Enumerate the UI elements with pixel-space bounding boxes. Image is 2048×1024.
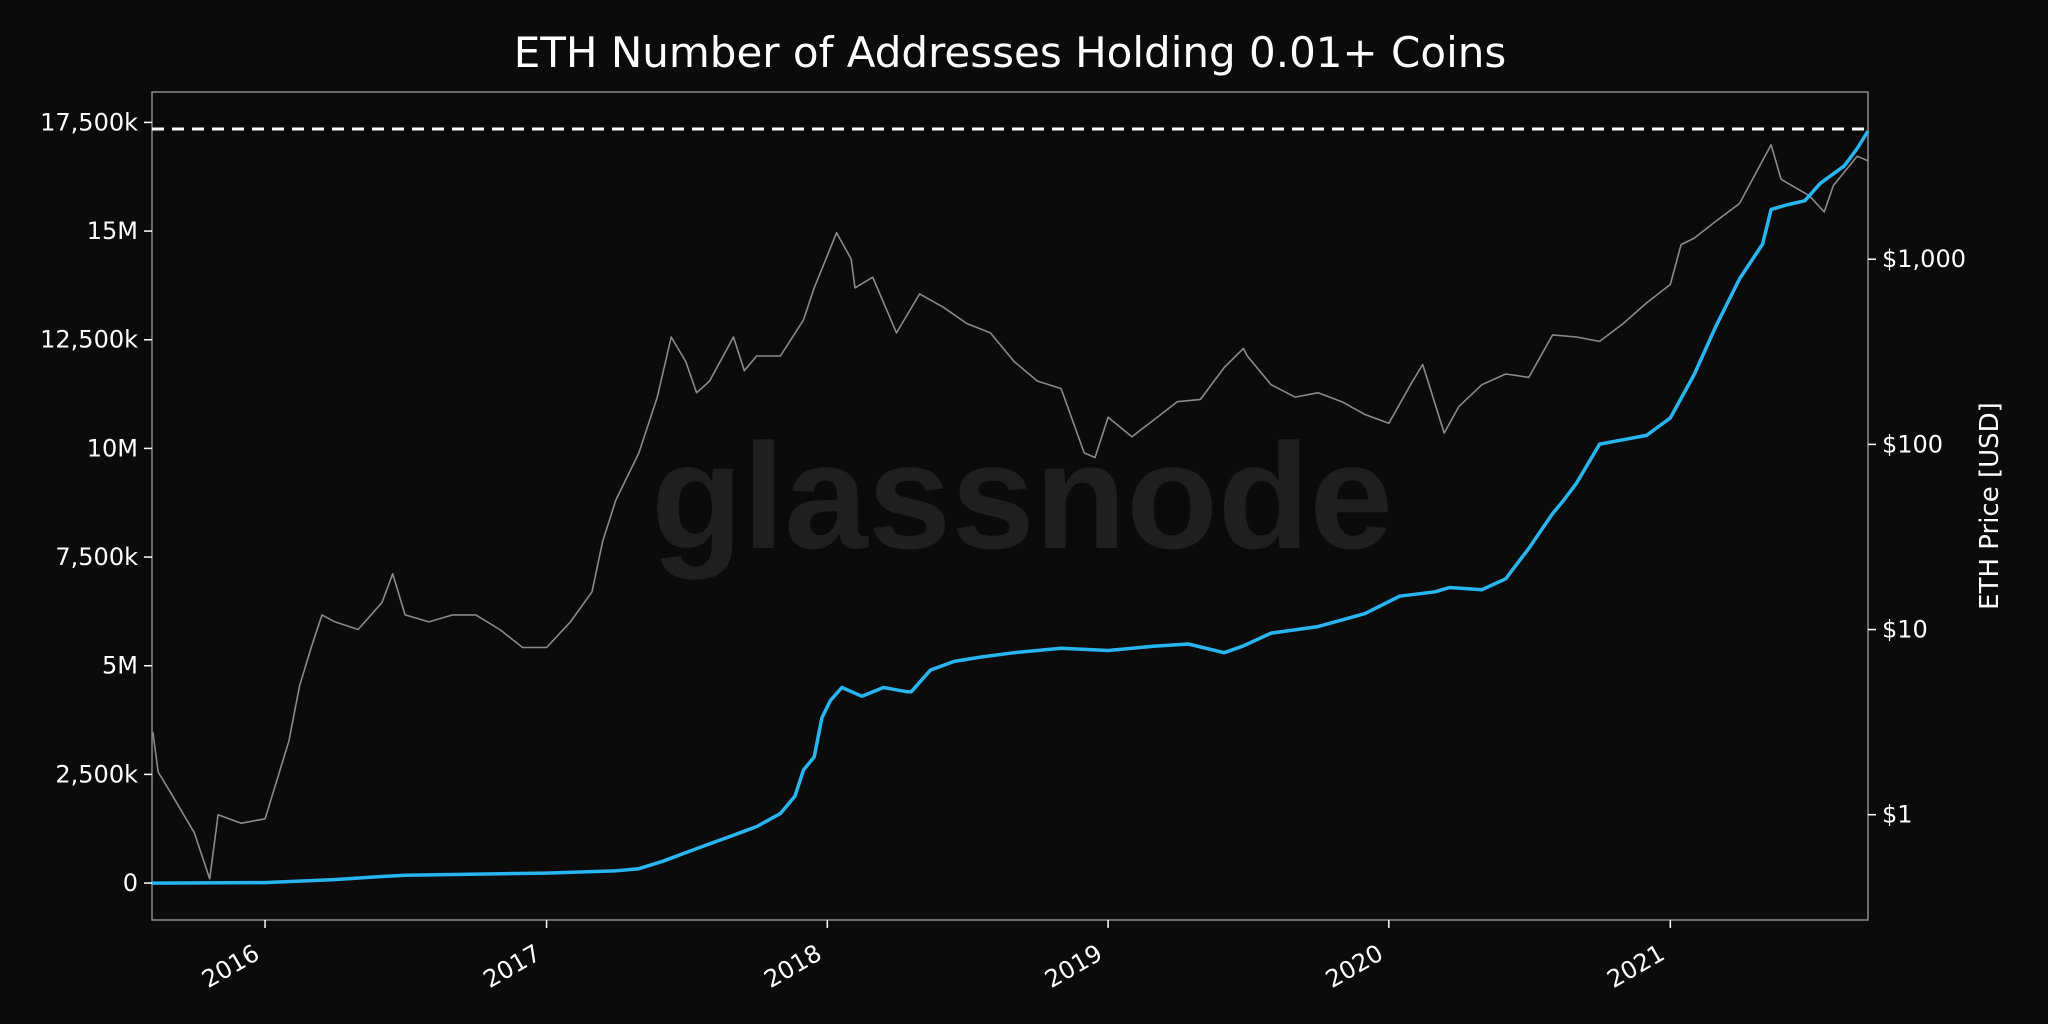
y-left-tick-label: 0 <box>123 869 138 897</box>
y-left-tick-label: 15M <box>87 217 138 245</box>
x-tick-label: 2020 <box>1321 939 1388 994</box>
y-left-tick-label: 5M <box>102 652 138 680</box>
x-tick-label: 2021 <box>1602 939 1669 994</box>
y-right-tick-label: $10 <box>1882 616 1928 644</box>
chart-marks: 0 2,500k 5M 7,500k 10M 12,500k 15M 17,500k $1 $10… <box>40 108 2005 993</box>
series-line-addresses <box>151 130 1870 885</box>
y-right-tick-label: $100 <box>1882 430 1943 458</box>
y-right-axis-label: ETH Price [USD] <box>1975 402 2005 610</box>
x-tick-label: 2018 <box>759 939 826 994</box>
plot-frame <box>151 91 1869 921</box>
chart-title: ETH Number of Addresses Holding 0.01+ Co… <box>513 28 1507 77</box>
x-tick-label: 2017 <box>479 939 546 994</box>
y-left-tick-label: 17,500k <box>40 108 138 136</box>
x-tick-label: 2019 <box>1040 939 1107 994</box>
y-left-tick-label: 12,500k <box>40 326 138 354</box>
y-right-tick-label: $1 <box>1882 801 1913 829</box>
y-left-tick-label: 7,500k <box>55 543 138 571</box>
x-tick-label: 2016 <box>197 939 264 994</box>
plot-area: glassnode <box>151 91 1869 921</box>
y-left-tick-label: 2,500k <box>55 760 138 788</box>
series-line-eth-price <box>152 144 1869 880</box>
watermark: glassnode <box>651 412 1393 580</box>
y-right-tick-label: $1,000 <box>1882 245 1966 273</box>
y-left-tick-label: 10M <box>87 434 138 462</box>
